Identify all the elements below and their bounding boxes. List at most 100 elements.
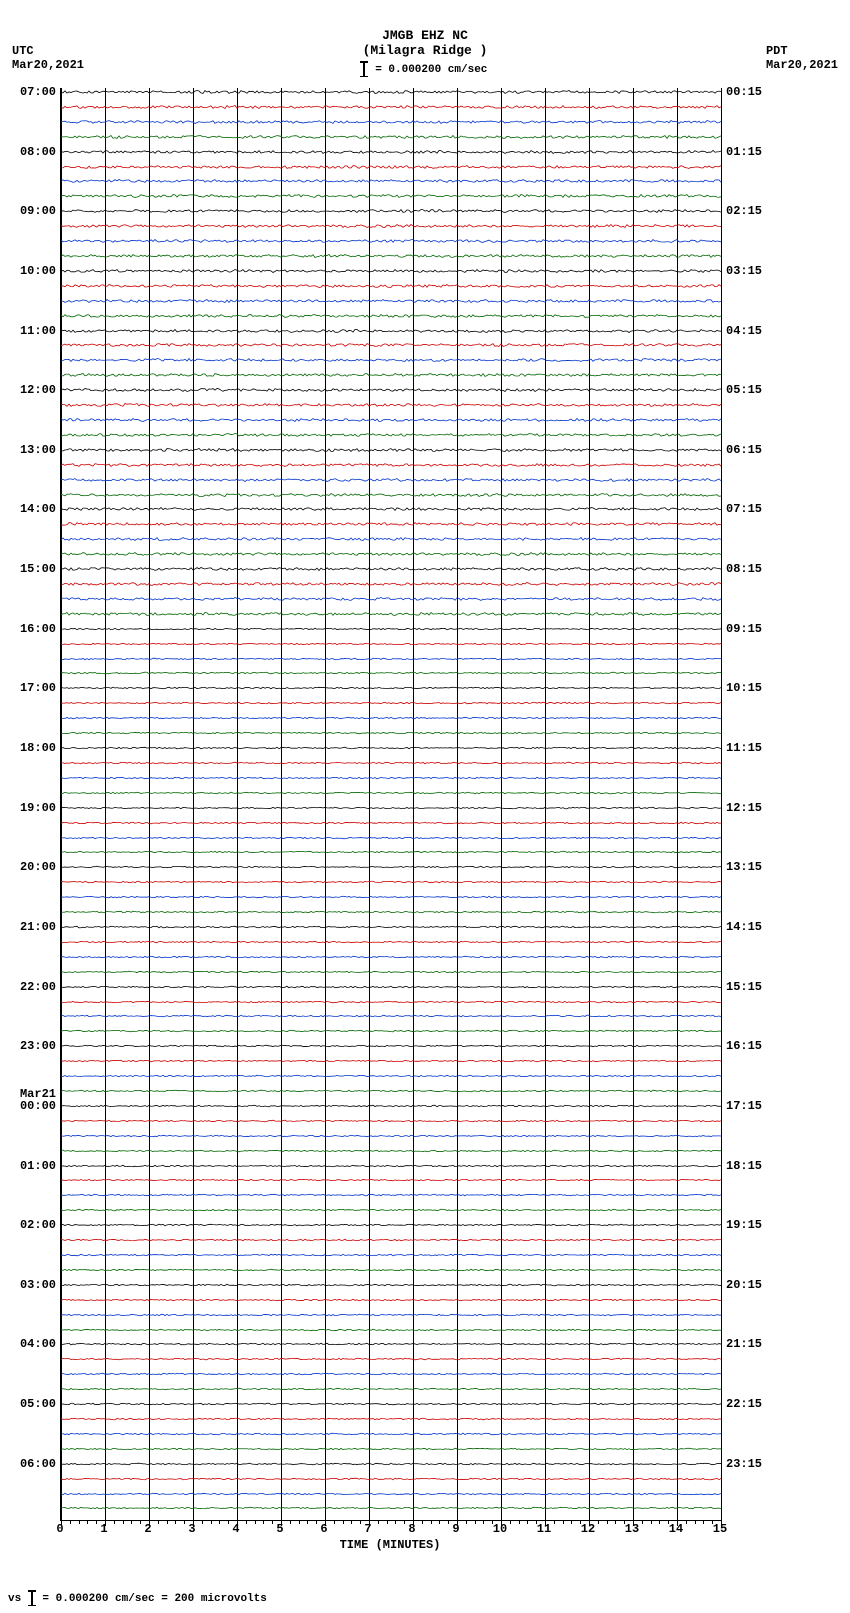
left-hour-label: 05:00: [20, 1397, 56, 1411]
seismogram-trace: [61, 1057, 721, 1065]
seismogram-trace: [61, 148, 721, 156]
x-tick-label: 13: [625, 1522, 639, 1536]
x-minor-tick: [475, 1520, 476, 1524]
x-minor-tick: [422, 1520, 423, 1524]
x-minor-tick: [466, 1520, 467, 1524]
seismogram-trace: [61, 1191, 721, 1199]
x-minor-tick: [607, 1520, 608, 1524]
seismogram-trace: [61, 1296, 721, 1304]
seismogram-trace: [61, 505, 721, 513]
left-hour-label: 10:00: [20, 264, 56, 278]
x-minor-tick: [686, 1520, 687, 1524]
seismogram-trace: [61, 1475, 721, 1483]
seismogram-trace: [61, 520, 721, 528]
seismogram-trace: [61, 983, 721, 991]
helicorder-plot: [60, 88, 722, 1521]
x-minor-tick: [255, 1520, 256, 1524]
seismogram-trace: [61, 1445, 721, 1453]
scale-indicator: = 0.000200 cm/sec: [0, 62, 850, 76]
seismogram-trace: [61, 118, 721, 126]
left-date: Mar20,2021: [12, 58, 84, 72]
seismogram-trace: [61, 1504, 721, 1512]
seismogram-trace: [61, 699, 721, 707]
right-hour-label: 23:15: [726, 1457, 762, 1471]
x-minor-tick: [510, 1520, 511, 1524]
x-minor-tick: [70, 1520, 71, 1524]
seismogram-trace: [61, 1206, 721, 1214]
x-minor-tick: [519, 1520, 520, 1524]
seismogram-trace: [61, 1385, 721, 1393]
x-minor-tick: [87, 1520, 88, 1524]
x-minor-tick: [290, 1520, 291, 1524]
seismogram-trace: [61, 163, 721, 171]
right-hour-label: 13:15: [726, 860, 762, 874]
seismogram-trace: [61, 1132, 721, 1140]
left-hour-label: 09:00: [20, 204, 56, 218]
right-hour-label: 02:15: [726, 204, 762, 218]
left-hour-label: 03:00: [20, 1278, 56, 1292]
seismogram-trace: [61, 103, 721, 111]
left-hour-label: 16:00: [20, 622, 56, 636]
seismogram-trace: [61, 714, 721, 722]
x-minor-tick: [307, 1520, 308, 1524]
left-hour-label: 13:00: [20, 443, 56, 457]
seismogram-trace: [61, 1221, 721, 1229]
x-axis-label: TIME (MINUTES): [60, 1538, 720, 1552]
right-hour-label: 20:15: [726, 1278, 762, 1292]
seismogram-trace: [61, 401, 721, 409]
helicorder-container: JMGB EHZ NC (Milagra Ridge ) = 0.000200 …: [0, 0, 850, 1613]
seismogram-trace: [61, 1281, 721, 1289]
seismogram-trace: [61, 1430, 721, 1438]
right-hour-label: 14:15: [726, 920, 762, 934]
right-date: Mar20,2021: [766, 58, 838, 72]
x-minor-tick: [299, 1520, 300, 1524]
seismogram-trace: [61, 1370, 721, 1378]
left-hour-label: 12:00: [20, 383, 56, 397]
seismogram-trace: [61, 535, 721, 543]
x-minor-tick: [263, 1520, 264, 1524]
right-hour-label: 10:15: [726, 681, 762, 695]
seismogram-trace: [61, 1176, 721, 1184]
seismogram-trace: [61, 431, 721, 439]
seismogram-trace: [61, 1027, 721, 1035]
seismogram-trace: [61, 580, 721, 588]
seismogram-trace: [61, 1311, 721, 1319]
left-hour-label: 17:00: [20, 681, 56, 695]
x-minor-tick: [563, 1520, 564, 1524]
right-hour-label: 08:15: [726, 562, 762, 576]
right-hour-label: 09:15: [726, 622, 762, 636]
left-hour-label: 22:00: [20, 980, 56, 994]
x-minor-tick: [158, 1520, 159, 1524]
seismogram-trace: [61, 953, 721, 961]
seismogram-trace: [61, 207, 721, 215]
seismogram-trace: [61, 878, 721, 886]
footer-scale: vs = 0.000200 cm/sec = 200 microvolts: [8, 1591, 267, 1605]
title-block: JMGB EHZ NC (Milagra Ridge ): [0, 28, 850, 58]
left-hour-label: 18:00: [20, 741, 56, 755]
x-tick-label: 12: [581, 1522, 595, 1536]
station-location: (Milagra Ridge ): [0, 43, 850, 58]
seismogram-trace: [61, 282, 721, 290]
x-minor-tick: [246, 1520, 247, 1524]
right-hour-label: 04:15: [726, 324, 762, 338]
seismogram-trace: [61, 133, 721, 141]
seismogram-trace: [61, 371, 721, 379]
seismogram-trace: [61, 595, 721, 603]
seismogram-trace: [61, 729, 721, 737]
x-tick-label: 3: [188, 1522, 195, 1536]
x-minor-tick: [598, 1520, 599, 1524]
seismogram-trace: [61, 684, 721, 692]
x-tick-label: 9: [452, 1522, 459, 1536]
seismogram-trace: [61, 1415, 721, 1423]
x-minor-tick: [131, 1520, 132, 1524]
seismogram-trace: [61, 341, 721, 349]
left-hour-label: 11:00: [20, 324, 56, 338]
x-minor-tick: [448, 1520, 449, 1524]
seismogram-trace: [61, 312, 721, 320]
x-minor-tick: [395, 1520, 396, 1524]
x-tick-label: 6: [320, 1522, 327, 1536]
x-minor-tick: [343, 1520, 344, 1524]
scale-bar-icon: [363, 62, 365, 76]
right-hour-label: 22:15: [726, 1397, 762, 1411]
x-minor-tick: [140, 1520, 141, 1524]
